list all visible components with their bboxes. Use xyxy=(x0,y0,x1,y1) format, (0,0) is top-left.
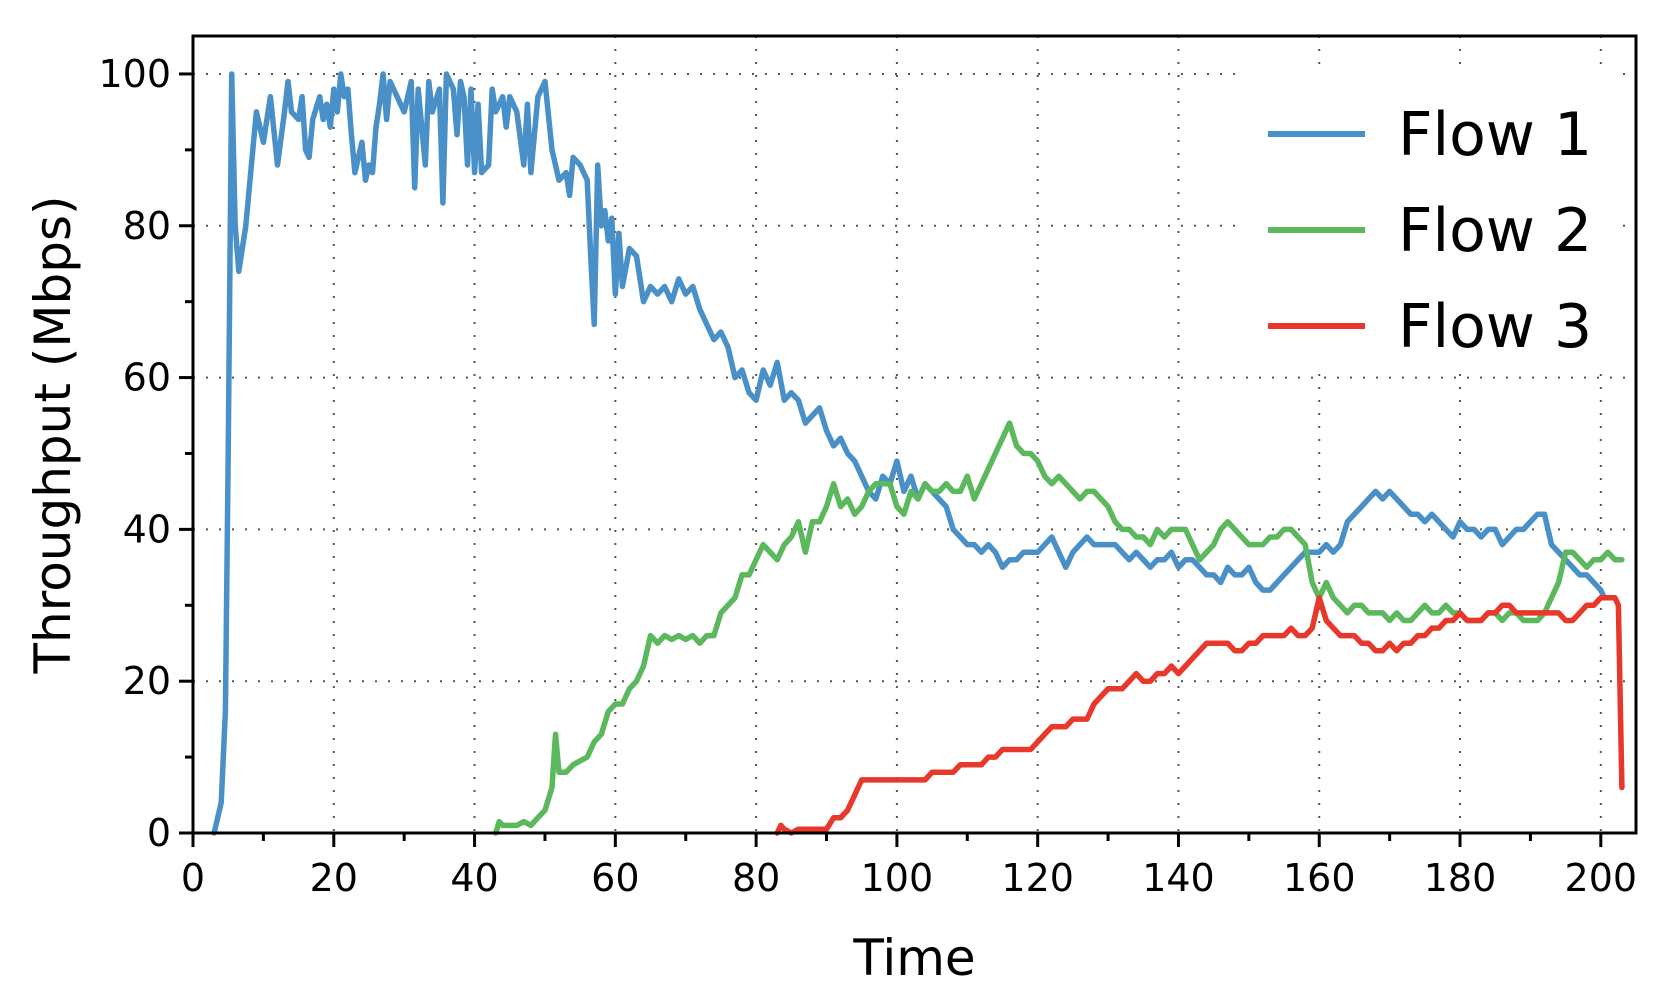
x-tick-label: 160 xyxy=(1283,856,1356,900)
x-axis-title: Time xyxy=(852,929,975,987)
x-tick-label: 180 xyxy=(1424,856,1497,900)
x-tick-label: 140 xyxy=(1142,856,1215,900)
y-tick-label: 40 xyxy=(123,507,171,551)
x-tick-label: 200 xyxy=(1565,856,1638,900)
x-tick-label: 0 xyxy=(181,856,205,900)
y-axis-title: Throughput (Mbps) xyxy=(24,195,82,674)
y-tick-label: 100 xyxy=(98,52,171,96)
legend-label-flow-1: Flow 1 xyxy=(1398,100,1592,170)
x-tick-label: 20 xyxy=(310,856,358,900)
legend-label-flow-3: Flow 3 xyxy=(1398,292,1592,362)
y-tick-label: 0 xyxy=(147,811,171,855)
series-lines xyxy=(211,71,1625,836)
series-line-flow-3 xyxy=(774,594,1625,836)
legend-background xyxy=(1240,68,1620,368)
series-line-flow-1 xyxy=(211,71,1608,836)
plot-frame xyxy=(191,34,1638,835)
x-tick-label: 60 xyxy=(591,856,639,900)
legend: Flow 1 Flow 2 Flow 3 xyxy=(1240,68,1620,368)
y-tick-label: 20 xyxy=(123,659,171,703)
y-tick-label: 80 xyxy=(123,204,171,248)
grid-lines xyxy=(193,36,1636,833)
x-tick-label: 80 xyxy=(732,856,780,900)
x-tick-label: 120 xyxy=(1001,856,1074,900)
series-line-flow-2 xyxy=(492,420,1625,836)
y-tick-label: 60 xyxy=(123,356,171,400)
legend-label-flow-2: Flow 2 xyxy=(1398,196,1592,266)
x-tick-label: 40 xyxy=(450,856,498,900)
x-tick-label: 100 xyxy=(861,856,934,900)
axis-ticks: 0 20 40 60 80 100 120 140 160 180 200 0 20 40 60 80 100 xyxy=(98,52,1637,900)
